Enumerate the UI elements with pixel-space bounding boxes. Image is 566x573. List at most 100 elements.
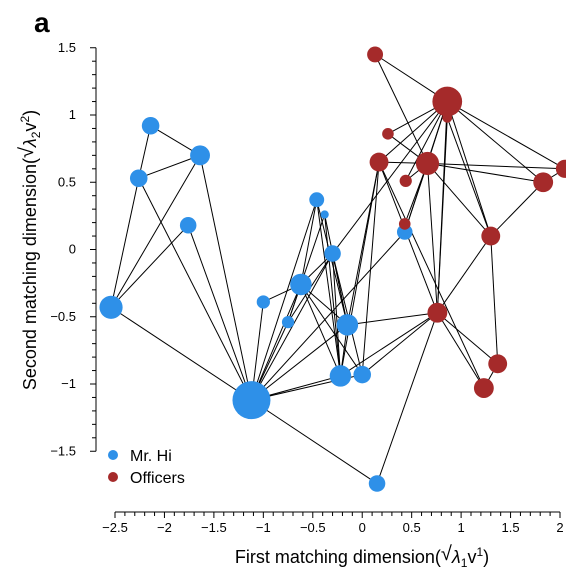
officer-node: [555, 159, 566, 178]
network-edge: [436, 117, 448, 313]
x-tick-label: 1.5: [502, 520, 520, 535]
network-edge: [405, 101, 448, 182]
network-edge: [138, 177, 252, 401]
network-edge: [332, 101, 448, 254]
y-tick-label: −1.5: [50, 443, 76, 458]
network-edge: [446, 101, 544, 183]
legend-marker-officers: [108, 472, 118, 482]
network-edge: [138, 125, 152, 179]
officer-node: [488, 354, 508, 374]
network-edge: [287, 214, 326, 323]
network-edge: [378, 161, 485, 389]
mr-hi-node: [129, 169, 148, 187]
network-edge: [340, 312, 438, 377]
x-tick-label: −0.5: [300, 520, 326, 535]
mr-hi-node: [309, 192, 325, 208]
legend-label-officers: Officers: [130, 470, 185, 487]
network-edge: [427, 162, 565, 170]
officer-node: [481, 226, 501, 246]
mr-hi-node: [179, 217, 197, 234]
legend: Mr. Hi Officers: [108, 448, 185, 487]
officer-node: [432, 86, 463, 117]
network-edge: [490, 236, 499, 364]
network-edge: [446, 101, 492, 237]
y-axis-title: Second matching dimension(√λ2v2): [16, 110, 43, 390]
mr-hi-node: [368, 475, 386, 492]
mr-hi-node: [336, 314, 359, 336]
network-edge: [110, 306, 252, 401]
y-tick-label: −0.5: [50, 309, 76, 324]
network-edge: [447, 101, 566, 170]
officer-node: [369, 152, 389, 172]
network-edge: [332, 253, 363, 375]
x-tick-label: 2: [556, 520, 563, 535]
legend-marker-mr-hi: [108, 450, 118, 460]
officer-node: [398, 218, 411, 230]
network-edge: [376, 312, 438, 484]
network-edge: [251, 399, 378, 484]
network-edge: [316, 199, 341, 376]
network-edge: [110, 224, 189, 308]
mr-hi-node: [320, 210, 329, 219]
y-tick-label: 0.5: [58, 174, 76, 189]
nodes: [99, 46, 566, 492]
network-edge: [250, 199, 318, 401]
network-edge: [446, 117, 492, 237]
axes: −2.5 −2 −1.5 −1 −0.5 0 0.5 1 1.5 2 −1.5 −1 −0.5 0 0.5 1…: [50, 40, 563, 535]
officer-node: [367, 46, 384, 63]
mr-hi-node: [99, 295, 123, 319]
network-edge: [437, 312, 499, 365]
network-edge: [361, 162, 380, 375]
network-edge: [347, 312, 438, 326]
y-tick-label: −1: [61, 376, 76, 391]
mr-hi-node: [290, 273, 312, 296]
network-edge: [110, 178, 140, 308]
x-tick-label: 0.5: [403, 520, 421, 535]
network-edge: [300, 199, 318, 285]
mr-hi-node: [324, 245, 341, 262]
network-edge: [374, 54, 428, 164]
network-edge: [339, 161, 380, 377]
mr-hi-node: [256, 295, 270, 309]
mr-hi-node: [329, 365, 352, 387]
network-edge: [324, 214, 341, 376]
network-edge: [436, 312, 485, 389]
officer-node: [533, 172, 554, 193]
mr-hi-node: [353, 365, 371, 384]
network-edge: [251, 231, 406, 401]
x-tick-label: 0: [359, 520, 366, 535]
legend-label-mr-hi: Mr. Hi: [130, 448, 172, 465]
x-tick-label: −1.5: [201, 520, 227, 535]
panel-label: a: [34, 7, 50, 38]
officer-node: [399, 174, 412, 188]
network-edge: [427, 162, 544, 183]
network-edge: [251, 284, 302, 401]
x-tick-label: −2.5: [102, 520, 128, 535]
network-edge: [361, 312, 438, 375]
officer-node: [473, 378, 494, 398]
mr-hi-node: [190, 145, 210, 166]
network-edge: [427, 163, 492, 237]
y-tick-label: 1: [69, 107, 76, 122]
officer-node: [415, 151, 440, 175]
network-edge: [251, 324, 348, 401]
mr-hi-node: [232, 381, 271, 420]
network-edge: [316, 199, 348, 325]
mr-hi-node: [281, 316, 295, 329]
network-edge: [490, 181, 544, 237]
x-axis-title: First matching dimension(√λ1v1): [235, 543, 489, 570]
network-edge: [300, 284, 341, 377]
network-edge: [378, 101, 448, 163]
mr-hi-node: [141, 116, 160, 135]
network-edge: [199, 155, 252, 401]
officer-node: [382, 128, 394, 140]
officer-node: [427, 302, 448, 323]
network-edge: [426, 163, 438, 313]
x-tick-label: 1: [457, 520, 464, 535]
network-edge: [187, 225, 252, 401]
network-edge: [138, 154, 201, 179]
x-tick-label: −1: [256, 520, 271, 535]
edges: [110, 54, 566, 484]
network-edge: [251, 253, 333, 401]
